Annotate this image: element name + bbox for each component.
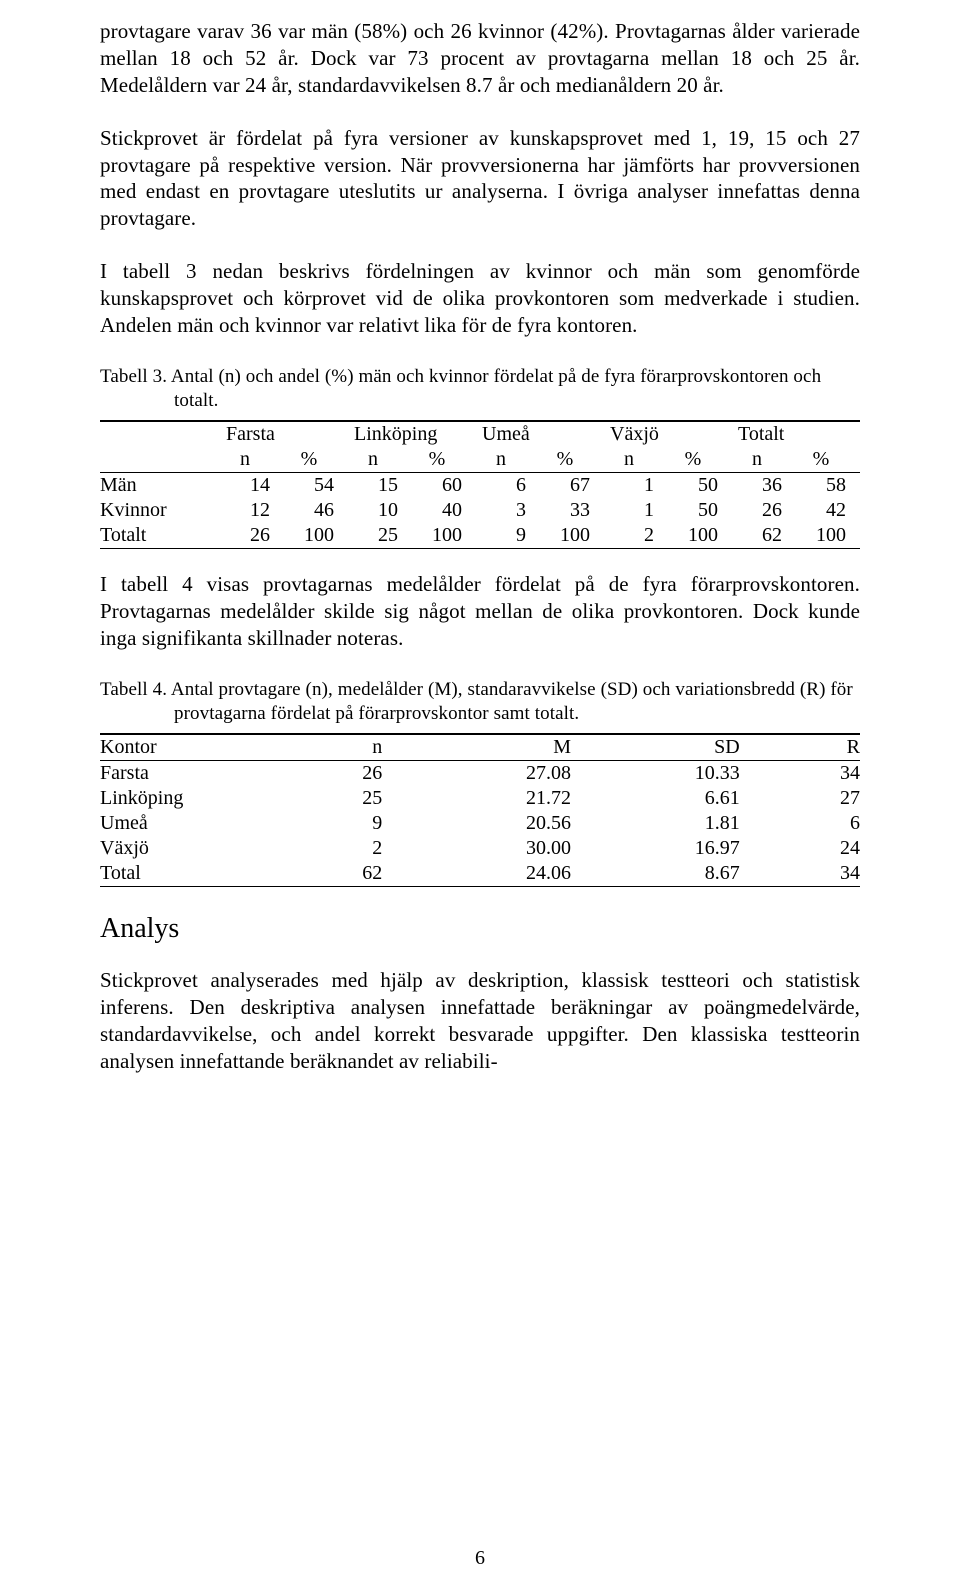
tbl3-r1c5: 6 [476, 473, 540, 499]
tbl3-r2c6: 33 [540, 498, 604, 523]
tbl3-sub-n1: n [220, 447, 284, 473]
table-3: Farsta Linköping Umeå Växjö Totalt n % n… [100, 420, 860, 549]
tbl4-r2c3: 21.72 [442, 786, 631, 811]
tbl3-group-2: Linköping [348, 421, 476, 447]
tbl4-r4c1: Växjö [100, 836, 282, 861]
tbl4-r1c1: Farsta [100, 761, 282, 787]
tbl3-r2c10: 42 [796, 498, 860, 523]
tbl4-r2c5: 27 [800, 786, 860, 811]
tbl3-sub-n4: n [604, 447, 668, 473]
tbl3-r3c5: 9 [476, 523, 540, 549]
tbl3-r3c1: 26 [220, 523, 284, 549]
tbl4-h3: M [442, 734, 631, 761]
paragraph-3: I tabell 3 nedan beskrivs fördelningen a… [100, 258, 860, 339]
tbl4-r5c1: Total [100, 861, 282, 887]
tbl3-r3c9: 62 [732, 523, 796, 549]
tbl3-r3c10: 100 [796, 523, 860, 549]
tbl4-r5c3: 24.06 [442, 861, 631, 887]
tbl3-sub-p4: % [668, 447, 732, 473]
tbl3-r3c2: 100 [284, 523, 348, 549]
tbl4-h1: Kontor [100, 734, 282, 761]
tbl3-group-3: Umeå [476, 421, 604, 447]
tbl3-r1c6: 67 [540, 473, 604, 499]
tbl3-row1-label: Män [100, 473, 220, 499]
tbl4-r2c4: 6.61 [631, 786, 800, 811]
tbl4-r3c5: 6 [800, 811, 860, 836]
tbl3-r1c7: 1 [604, 473, 668, 499]
paragraph-5: Stickprovet analyserades med hjälp av de… [100, 967, 860, 1075]
tbl3-row2-label: Kvinnor [100, 498, 220, 523]
tbl3-sub-p1: % [284, 447, 348, 473]
tbl3-group-5: Totalt [732, 421, 860, 447]
tbl4-h5: R [800, 734, 860, 761]
tbl3-row3-label: Totalt [100, 523, 220, 549]
tbl3-r3c8: 100 [668, 523, 732, 549]
tbl3-r2c1: 12 [220, 498, 284, 523]
tbl3-blank-head [100, 421, 220, 447]
tbl4-r4c4: 16.97 [631, 836, 800, 861]
tbl4-r4c5: 24 [800, 836, 860, 861]
tbl4-r1c4: 10.33 [631, 761, 800, 787]
tbl4-r2c2: 25 [282, 786, 442, 811]
tbl3-sub-n3: n [476, 447, 540, 473]
page-number: 6 [0, 1547, 960, 1570]
tbl3-sub-p5: % [796, 447, 860, 473]
tbl3-r2c8: 50 [668, 498, 732, 523]
tbl4-r1c3: 27.08 [442, 761, 631, 787]
tbl3-r3c3: 25 [348, 523, 412, 549]
tbl3-r2c3: 10 [348, 498, 412, 523]
tbl4-r3c3: 20.56 [442, 811, 631, 836]
tbl4-r3c1: Umeå [100, 811, 282, 836]
paragraph-2: Stickprovet är fördelat på fyra versione… [100, 125, 860, 233]
tbl4-r1c2: 26 [282, 761, 442, 787]
tbl3-r1c2: 54 [284, 473, 348, 499]
tbl3-r3c4: 100 [412, 523, 476, 549]
tbl3-sub-p3: % [540, 447, 604, 473]
tbl4-r5c2: 62 [282, 861, 442, 887]
tbl3-r1c8: 50 [668, 473, 732, 499]
tbl4-r4c2: 2 [282, 836, 442, 861]
tbl3-group-1: Farsta [220, 421, 348, 447]
tbl3-r2c2: 46 [284, 498, 348, 523]
tbl3-sub-n2: n [348, 447, 412, 473]
tbl3-r2c4: 40 [412, 498, 476, 523]
tbl3-r3c7: 2 [604, 523, 668, 549]
tbl3-r2c7: 1 [604, 498, 668, 523]
tbl4-r5c5: 34 [800, 861, 860, 887]
tbl4-h4: SD [631, 734, 800, 761]
tbl3-r1c10: 58 [796, 473, 860, 499]
tbl4-r3c2: 9 [282, 811, 442, 836]
paragraph-1: provtagare varav 36 var män (58%) och 26… [100, 18, 860, 99]
tbl4-r2c1: Linköping [100, 786, 282, 811]
tbl3-blank-sub [100, 447, 220, 473]
tbl4-r5c4: 8.67 [631, 861, 800, 887]
tbl4-h2: n [282, 734, 442, 761]
tbl3-sub-p2: % [412, 447, 476, 473]
table3-caption: Tabell 3. Antal (n) och andel (%) män oc… [100, 365, 860, 414]
tbl3-r2c9: 26 [732, 498, 796, 523]
tbl3-r2c5: 3 [476, 498, 540, 523]
tbl3-sub-n5: n [732, 447, 796, 473]
tbl3-r3c6: 100 [540, 523, 604, 549]
tbl3-r1c3: 15 [348, 473, 412, 499]
tbl4-r4c3: 30.00 [442, 836, 631, 861]
table-4: Kontor n M SD R Farsta 26 27.08 10.33 34… [100, 733, 860, 887]
table4-caption: Tabell 4. Antal provtagare (n), medelåld… [100, 678, 860, 727]
tbl3-r1c4: 60 [412, 473, 476, 499]
tbl4-r3c4: 1.81 [631, 811, 800, 836]
paragraph-4: I tabell 4 visas provtagarnas medelålder… [100, 571, 860, 652]
tbl3-r1c1: 14 [220, 473, 284, 499]
tbl3-r1c9: 36 [732, 473, 796, 499]
section-heading-analys: Analys [100, 913, 860, 945]
tbl3-group-4: Växjö [604, 421, 732, 447]
tbl4-r1c5: 34 [800, 761, 860, 787]
